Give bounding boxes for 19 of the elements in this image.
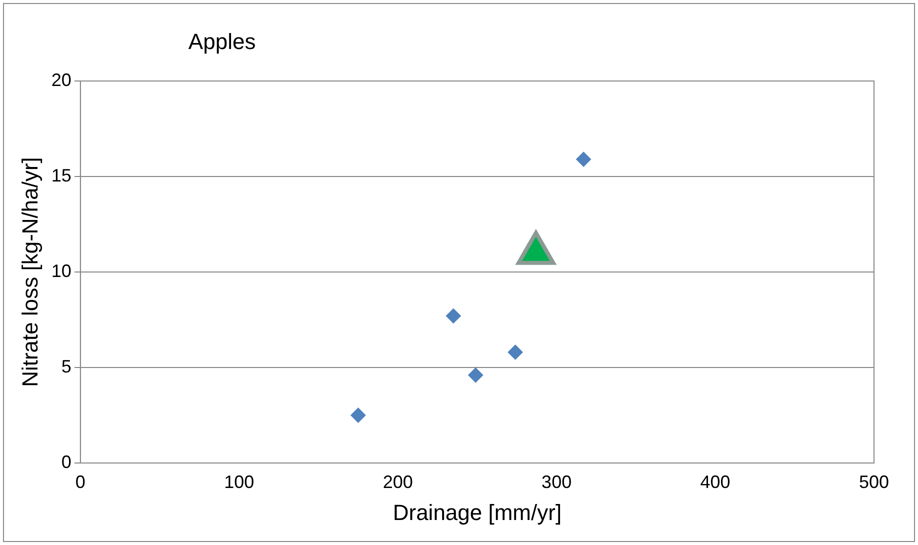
- point: [508, 344, 523, 360]
- x-tick-label: 0: [75, 472, 86, 492]
- y-tick-label: 0: [61, 452, 72, 472]
- x-axis-title: Drainage [mm/yr]: [392, 500, 562, 525]
- x-tick-label: 300: [542, 472, 572, 492]
- x-tick-label: 400: [700, 472, 730, 492]
- x-tick-label: 100: [224, 472, 254, 492]
- x-tick-label: 200: [382, 472, 413, 492]
- x-tick-label: 500: [858, 472, 890, 492]
- point: [350, 408, 366, 423]
- y-tick-label: 15: [51, 165, 72, 186]
- y-tick-label: 10: [51, 260, 72, 281]
- point: [576, 152, 592, 167]
- point: [446, 308, 461, 324]
- y-tick-label: 5: [61, 356, 72, 376]
- y-axis-title: Nitrate loss [kg-N/ha/yr]: [17, 157, 42, 387]
- chart-title: Apples: [188, 29, 256, 54]
- y-tick-label: 20: [51, 70, 72, 90]
- point: [468, 368, 484, 383]
